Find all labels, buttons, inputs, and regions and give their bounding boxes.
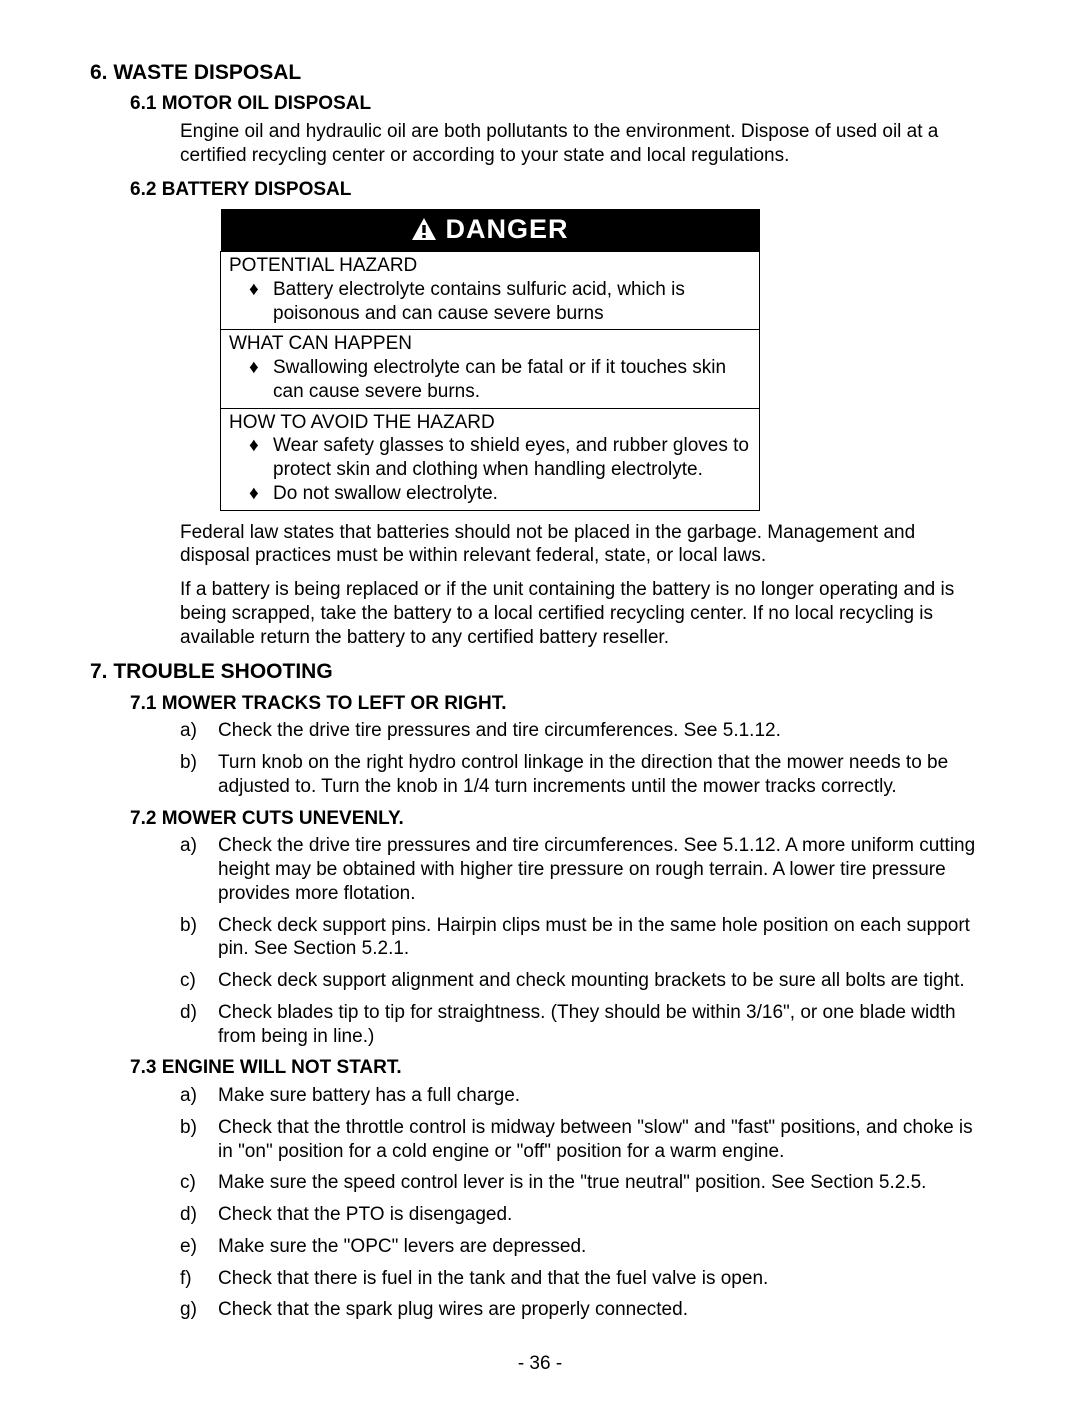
avoid-bullet-2: ♦ Do not swallow electrolyte. — [249, 482, 751, 506]
list-text: Check deck support pins. Hairpin clips m… — [218, 914, 990, 962]
danger-table: DANGER POTENTIAL HAZARD ♦ Battery electr… — [220, 209, 760, 510]
list-text: Check that the spark plug wires are prop… — [218, 1298, 990, 1322]
list-item: f) Check that there is fuel in the tank … — [180, 1267, 990, 1291]
what-can-happen-title: WHAT CAN HAPPEN — [229, 332, 751, 356]
danger-header: DANGER — [221, 209, 760, 251]
avoid-hazard-title: HOW TO AVOID THE HAZARD — [229, 411, 751, 435]
list-item: d) Check blades tip to tip for straightn… — [180, 1001, 990, 1049]
list-text: Make sure battery has a full charge. — [218, 1084, 990, 1108]
list-text: Make sure the "OPC" levers are depressed… — [218, 1235, 990, 1259]
list-letter: b) — [180, 1116, 218, 1164]
section-7-title: 7. TROUBLE SHOOTING — [90, 659, 990, 685]
list-item: c) Check deck support alignment and chec… — [180, 969, 990, 993]
section-6-2-p2: If a battery is being replaced or if the… — [180, 578, 990, 649]
section-6-title: 6. WASTE DISPOSAL — [90, 60, 990, 86]
section-6-1-title: 6.1 MOTOR OIL DISPOSAL — [130, 92, 990, 116]
list-letter: c) — [180, 1171, 218, 1195]
section-6-2-p1: Federal law states that batteries should… — [180, 521, 990, 569]
list-text: Turn knob on the right hydro control lin… — [218, 751, 990, 799]
happen-bullet-text: Swallowing electrolyte can be fatal or i… — [273, 356, 751, 404]
list-item: g) Check that the spark plug wires are p… — [180, 1298, 990, 1322]
list-text: Check the drive tire pressures and tire … — [218, 834, 990, 905]
list-item: b) Turn knob on the right hydro control … — [180, 751, 990, 799]
list-letter: d) — [180, 1001, 218, 1049]
list-letter: c) — [180, 969, 218, 993]
list-text: Check deck support alignment and check m… — [218, 969, 990, 993]
diamond-bullet-icon: ♦ — [249, 278, 273, 326]
what-can-happen-cell: WHAT CAN HAPPEN ♦ Swallowing electrolyte… — [221, 330, 760, 408]
hazard-bullet: ♦ Battery electrolyte contains sulfuric … — [249, 278, 751, 326]
list-item: a) Check the drive tire pressures and ti… — [180, 834, 990, 905]
section-7-3-title: 7.3 ENGINE WILL NOT START. — [130, 1056, 990, 1080]
list-item: a) Make sure battery has a full charge. — [180, 1084, 990, 1108]
section-6-2-title: 6.2 BATTERY DISPOSAL — [130, 178, 990, 202]
list-letter: g) — [180, 1298, 218, 1322]
list-item: c) Make sure the speed control lever is … — [180, 1171, 990, 1195]
avoid-hazard-cell: HOW TO AVOID THE HAZARD ♦ Wear safety gl… — [221, 408, 760, 510]
list-item: e) Make sure the "OPC" levers are depres… — [180, 1235, 990, 1259]
section-6-1-body: Engine oil and hydraulic oil are both po… — [180, 120, 990, 168]
list-item: d) Check that the PTO is disengaged. — [180, 1203, 990, 1227]
list-text: Make sure the speed control lever is in … — [218, 1171, 990, 1195]
list-letter: e) — [180, 1235, 218, 1259]
diamond-bullet-icon: ♦ — [249, 356, 273, 404]
diamond-bullet-icon: ♦ — [249, 434, 273, 482]
potential-hazard-title: POTENTIAL HAZARD — [229, 254, 751, 278]
warning-icon — [411, 217, 437, 241]
avoid-bullet-1: ♦ Wear safety glasses to shield eyes, an… — [249, 434, 751, 482]
avoid-bullet-1-text: Wear safety glasses to shield eyes, and … — [273, 434, 751, 482]
list-letter: b) — [180, 914, 218, 962]
potential-hazard-cell: POTENTIAL HAZARD ♦ Battery electrolyte c… — [221, 252, 760, 330]
list-text: Check that the PTO is disengaged. — [218, 1203, 990, 1227]
section-7-2-title: 7.2 MOWER CUTS UNEVENLY. — [130, 807, 990, 831]
list-text: Check the drive tire pressures and tire … — [218, 719, 990, 743]
danger-label: DANGER — [445, 214, 568, 244]
list-letter: a) — [180, 834, 218, 905]
list-text: Check that the throttle control is midwa… — [218, 1116, 990, 1164]
list-text: Check that there is fuel in the tank and… — [218, 1267, 990, 1291]
list-letter: d) — [180, 1203, 218, 1227]
list-letter: a) — [180, 719, 218, 743]
page-number: - 36 - — [90, 1352, 990, 1376]
list-item: b) Check that the throttle control is mi… — [180, 1116, 990, 1164]
list-item: a) Check the drive tire pressures and ti… — [180, 719, 990, 743]
hazard-bullet-text: Battery electrolyte contains sulfuric ac… — [273, 278, 751, 326]
list-letter: a) — [180, 1084, 218, 1108]
list-item: b) Check deck support pins. Hairpin clip… — [180, 914, 990, 962]
diamond-bullet-icon: ♦ — [249, 482, 273, 506]
list-text: Check blades tip to tip for straightness… — [218, 1001, 990, 1049]
section-7-1-title: 7.1 MOWER TRACKS TO LEFT OR RIGHT. — [130, 692, 990, 716]
list-letter: b) — [180, 751, 218, 799]
happen-bullet: ♦ Swallowing electrolyte can be fatal or… — [249, 356, 751, 404]
list-letter: f) — [180, 1267, 218, 1291]
avoid-bullet-2-text: Do not swallow electrolyte. — [273, 482, 498, 506]
